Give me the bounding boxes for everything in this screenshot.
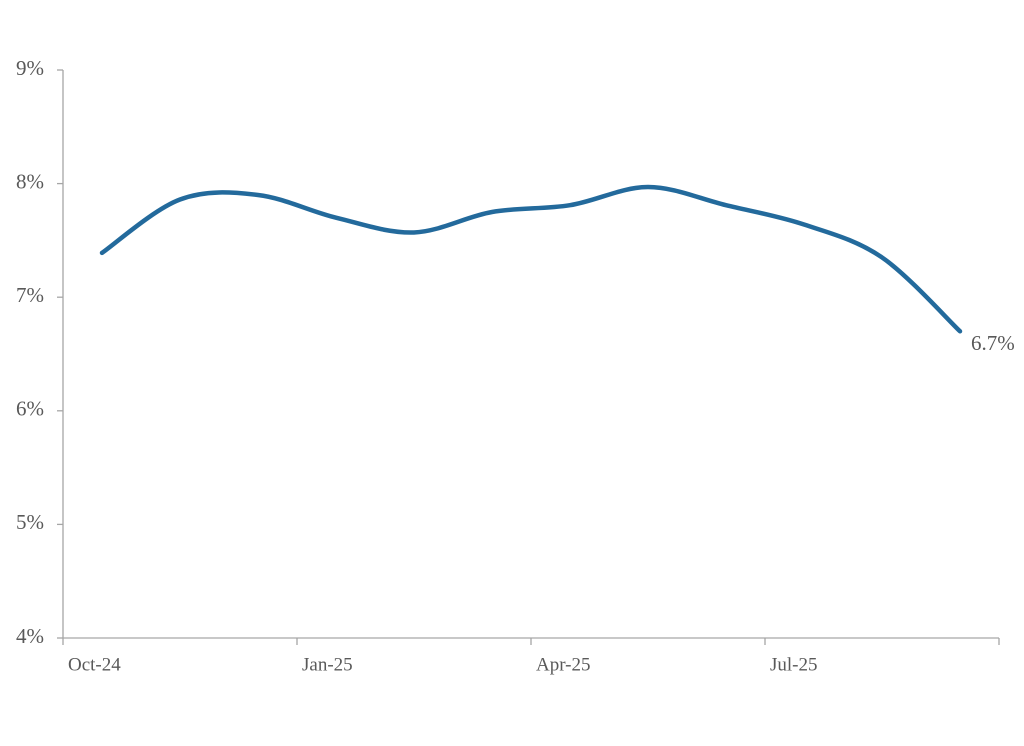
line [99, 184, 963, 334]
x-tick-label: Jan-25 [302, 654, 353, 675]
x-tick-label: Oct-24 [68, 654, 121, 675]
x-tick-label: Apr-25 [536, 654, 591, 675]
y-tick-label: 4% [16, 624, 44, 648]
x-tick-label: Jul-25 [770, 654, 818, 675]
y-tick-label: 9% [16, 56, 44, 80]
data-label: 6.7% [971, 331, 1015, 355]
y-tick-label: 8% [16, 169, 44, 193]
y-tick-label: 7% [16, 283, 44, 307]
y-tick-label: 6% [16, 397, 44, 421]
y-tick-label: 5% [16, 510, 44, 534]
